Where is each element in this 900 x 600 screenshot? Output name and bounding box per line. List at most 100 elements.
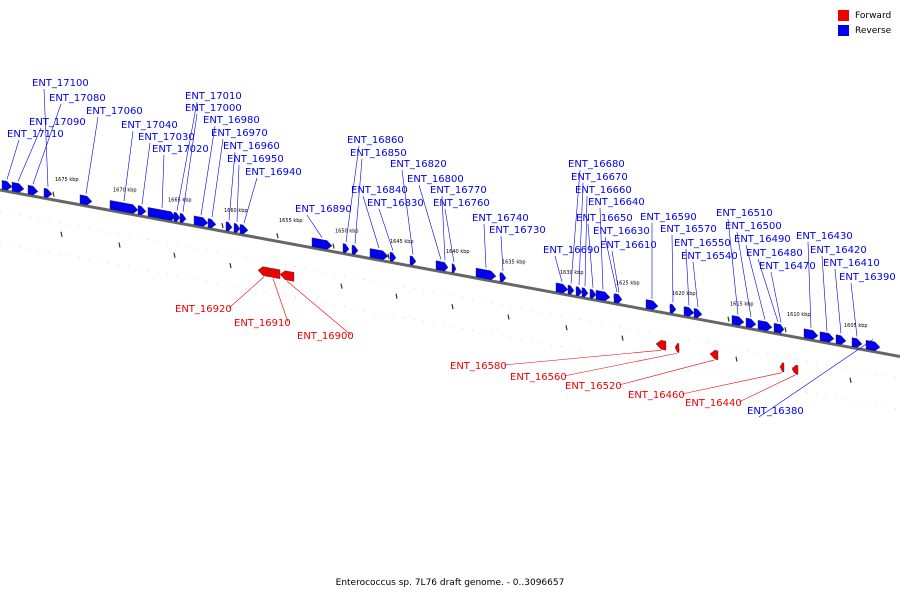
reverse-gene-leader [141,142,151,205]
reverse-gene-label: ENT_16590 [640,212,697,223]
reverse-gene-label: ENT_16630 [593,226,650,237]
reverse-gene-label: ENT_16420 [810,245,867,256]
tick-mark-lower [60,231,63,237]
reverse-gene-leader [599,207,604,290]
reverse-gene-leader [770,271,782,323]
forward-gene [279,270,295,282]
reverse-gene [207,218,217,229]
reverse-gene [693,308,703,319]
reverse-gene-label: ENT_16960 [223,141,280,152]
reverse-gene [615,293,623,304]
reverse-gene [79,194,93,206]
genome-axis [0,188,900,358]
reverse-gene-leader [182,113,198,212]
reverse-gene [409,255,417,266]
reverse-gene [147,207,177,221]
reverse-gene-label: ENT_16730 [489,225,546,236]
reverse-gene [589,288,597,299]
reverse-gene-label: ENT_16970 [211,128,268,139]
legend-forward: Forward [838,8,891,23]
tick-label: 1670 kbp [113,188,137,194]
tick-mark-lower [395,293,398,299]
reverse-gene-label: ENT_17090 [29,117,86,128]
tick-label: 1665 kbp [168,198,192,204]
reverse-gene-label: ENT_16690 [543,245,600,256]
reverse-gene [311,237,333,250]
reverse-gene-leader [570,169,581,284]
reverse-gene-leader [85,116,99,194]
reverse-gene-label: ENT_16640 [588,197,645,208]
reverse-gene-leader [6,139,20,180]
reverse-gene-leader [745,244,766,320]
reverse-gene-label: ENT_16610 [600,240,657,251]
reverse-gene [567,284,575,295]
reverse-gene [11,181,25,193]
reverse-gene-leader [401,169,414,255]
forward-gene-label: ENT_16580 [450,361,507,372]
reverse-gene-label: ENT_16540 [681,251,738,262]
reverse-gene-label: ENT_16840 [351,185,408,196]
reverse-gene-label: ENT_16380 [747,406,804,417]
reverse-gene [225,221,233,232]
reverse-gene [1,180,13,191]
forward-swatch [838,10,849,21]
reverse-gene-label: ENT_16860 [347,135,404,146]
legend-forward-label: Forward [855,10,892,21]
tick-mark-lower [340,283,343,289]
forward-gene-label: ENT_16440 [685,398,742,409]
reverse-gene [351,244,359,255]
reverse-gene-label: ENT_16740 [472,213,529,224]
reverse-gene-leader [228,151,236,221]
tick-mark-lower [565,325,568,331]
reverse-gene-leader [200,125,216,216]
reverse-gene-label: ENT_16510 [716,208,773,219]
reverse-gene-label: ENT_16410 [823,258,880,269]
tick-label: 1640 kbp [446,249,470,255]
tick-label: 1625 kbp [616,281,640,287]
reverse-gene-leader [306,214,323,238]
reverse-gene [369,248,389,261]
reverse-gene-leader [821,255,828,332]
reverse-gene-label: ENT_16800 [407,174,464,185]
reverse-gene [555,282,569,294]
reverse-gene-leader [236,164,240,222]
forward-gene [655,340,667,351]
reverse-gene-leader [757,258,779,323]
reverse-gene-label: ENT_16570 [660,224,717,235]
reverse-gene-label: ENT_16950 [227,154,284,165]
reverse-gene-leader [685,248,690,306]
reverse-gene-leader [243,177,258,224]
reverse-gene-label: ENT_16660 [575,185,632,196]
tick-mark-lower [173,252,176,258]
forward-gene-leader [738,374,796,403]
reverse-gene-label: ENT_16500 [725,221,782,232]
reverse-gene-leader [578,182,584,286]
reverse-gene-leader [345,145,360,243]
reverse-gene-label: ENT_17010 [185,91,242,102]
reverse-gene [731,315,745,326]
reverse-gene-leader [692,261,699,308]
reverse-gene [645,299,659,311]
reverse-gene-leader [17,127,42,182]
reverse-gene-label: ENT_16940 [245,167,302,178]
reverse-gene-label: ENT_17030 [138,132,195,143]
reverse-gene [239,224,249,235]
genome-caption: Enterococcus sp. 7L76 draft genome. - 0.… [335,578,565,588]
reverse-gene [595,290,611,302]
reverse-gene [819,331,835,343]
reverse-gene-leader [671,234,674,303]
reverse-gene-leader [611,250,620,293]
forward-gene-label: ENT_16910 [234,318,291,329]
reverse-gene [581,287,589,298]
reverse-gene-leader [834,268,842,334]
reverse-gene-leader [441,195,446,261]
reverse-gene-label: ENT_17080 [49,93,106,104]
tick-label: 1645 kbp [390,239,414,245]
tick-mark [52,191,55,197]
reverse-gene [757,319,773,332]
tick-mark-lower [849,377,852,383]
forward-gene-leader [286,280,352,336]
forward-gene-leader [618,359,715,386]
reverse-gene [575,286,583,297]
